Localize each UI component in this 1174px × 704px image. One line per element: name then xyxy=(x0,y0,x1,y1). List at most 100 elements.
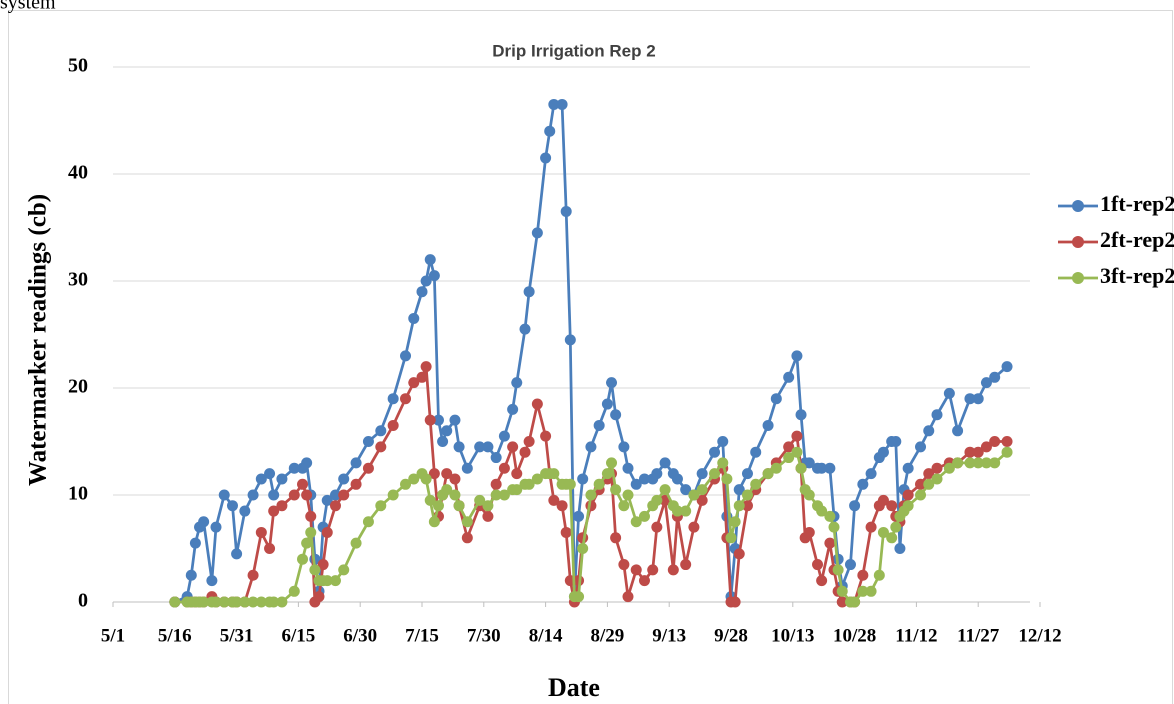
data-point xyxy=(573,591,585,603)
data-point xyxy=(886,532,898,544)
data-point xyxy=(915,441,927,453)
data-point xyxy=(857,585,869,597)
data-point xyxy=(890,521,902,533)
chart-frame xyxy=(8,10,1173,704)
data-point xyxy=(659,484,671,496)
data-point xyxy=(721,473,733,485)
data-point xyxy=(428,516,440,528)
data-point xyxy=(531,227,543,239)
data-point xyxy=(803,457,815,469)
data-point xyxy=(593,478,605,490)
data-point xyxy=(189,537,201,549)
data-point xyxy=(709,468,721,480)
data-point xyxy=(836,596,848,608)
data-point xyxy=(362,436,374,447)
data-point xyxy=(540,430,552,442)
legend-label: 2ft-rep2 xyxy=(1100,227,1174,252)
data-point xyxy=(877,526,889,538)
data-point xyxy=(923,468,935,480)
data-point xyxy=(548,98,560,110)
data-point xyxy=(696,468,708,480)
x-tick-label: 5/16 xyxy=(158,625,192,646)
y-axis-label: Watermarker readings (cb) xyxy=(25,194,52,486)
data-point xyxy=(894,543,906,554)
x-tick-label: 11/12 xyxy=(895,625,937,646)
data-point xyxy=(733,548,745,560)
data-point xyxy=(416,371,428,383)
data-point xyxy=(762,468,774,480)
data-point xyxy=(770,393,782,405)
data-point xyxy=(606,457,618,469)
data-point xyxy=(618,500,630,512)
data-point xyxy=(931,462,943,474)
data-point xyxy=(453,441,465,453)
data-point xyxy=(577,473,589,485)
data-point xyxy=(717,436,729,447)
data-point xyxy=(630,516,642,528)
data-point xyxy=(523,436,535,447)
data-point xyxy=(268,505,280,517)
data-point xyxy=(276,596,288,608)
data-point xyxy=(548,468,560,480)
data-point xyxy=(573,510,585,522)
data-point xyxy=(309,564,321,576)
data-point xyxy=(741,500,753,512)
data-point xyxy=(618,441,630,453)
data-point xyxy=(264,468,276,480)
data-point xyxy=(556,500,568,512)
data-point xyxy=(902,489,914,501)
data-point xyxy=(519,323,531,335)
data-point xyxy=(980,457,992,469)
data-point xyxy=(428,468,440,480)
series xyxy=(169,98,1013,608)
data-point xyxy=(638,473,650,485)
data-point xyxy=(651,521,663,533)
data-point xyxy=(812,559,824,571)
data-point xyxy=(680,559,692,571)
data-point xyxy=(416,286,428,298)
data-point xyxy=(610,409,622,421)
data-point xyxy=(824,510,836,522)
x-tick-label: 5/31 xyxy=(220,625,254,646)
data-point xyxy=(717,457,729,469)
data-point xyxy=(511,377,523,389)
data-point xyxy=(964,446,976,458)
data-point xyxy=(231,548,243,560)
x-tick-label: 6/30 xyxy=(343,625,377,646)
data-point xyxy=(593,419,605,431)
data-point xyxy=(305,510,317,522)
data-point xyxy=(329,500,341,512)
data-point xyxy=(828,521,840,533)
data-point xyxy=(832,564,844,576)
data-point xyxy=(420,275,432,287)
data-point xyxy=(408,312,420,324)
data-point xyxy=(816,462,828,474)
data-point xyxy=(651,494,663,506)
x-tick-label: 8/14 xyxy=(529,625,563,646)
data-point xyxy=(610,484,622,496)
data-point xyxy=(408,473,420,485)
data-point xyxy=(667,564,679,576)
data-point xyxy=(276,500,288,512)
data-point xyxy=(560,205,572,217)
data-point xyxy=(750,478,762,490)
y-tick-label: 10 xyxy=(68,483,88,505)
data-point xyxy=(622,591,634,603)
data-point xyxy=(622,489,634,501)
data-point xyxy=(741,468,753,480)
data-point xyxy=(511,468,523,480)
data-point xyxy=(198,596,210,608)
data-point xyxy=(890,436,902,447)
data-point xyxy=(980,441,992,453)
data-point xyxy=(338,489,350,501)
data-point xyxy=(461,462,473,474)
data-point xyxy=(877,494,889,506)
data-point xyxy=(441,425,453,437)
data-point xyxy=(733,500,745,512)
data-point xyxy=(989,457,1001,469)
data-point xyxy=(709,446,721,458)
data-point xyxy=(305,526,317,538)
data-point xyxy=(449,489,461,501)
data-point xyxy=(375,441,387,453)
